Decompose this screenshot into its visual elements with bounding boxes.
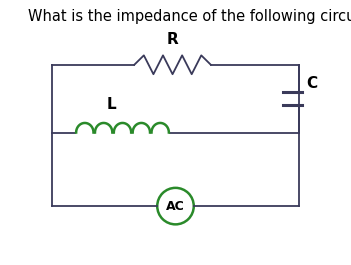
Text: AC: AC (166, 200, 185, 213)
Text: C: C (306, 76, 318, 91)
Text: R: R (167, 32, 178, 47)
Text: L: L (106, 97, 116, 112)
Text: What is the impedance of the following circuit?: What is the impedance of the following c… (28, 9, 351, 24)
